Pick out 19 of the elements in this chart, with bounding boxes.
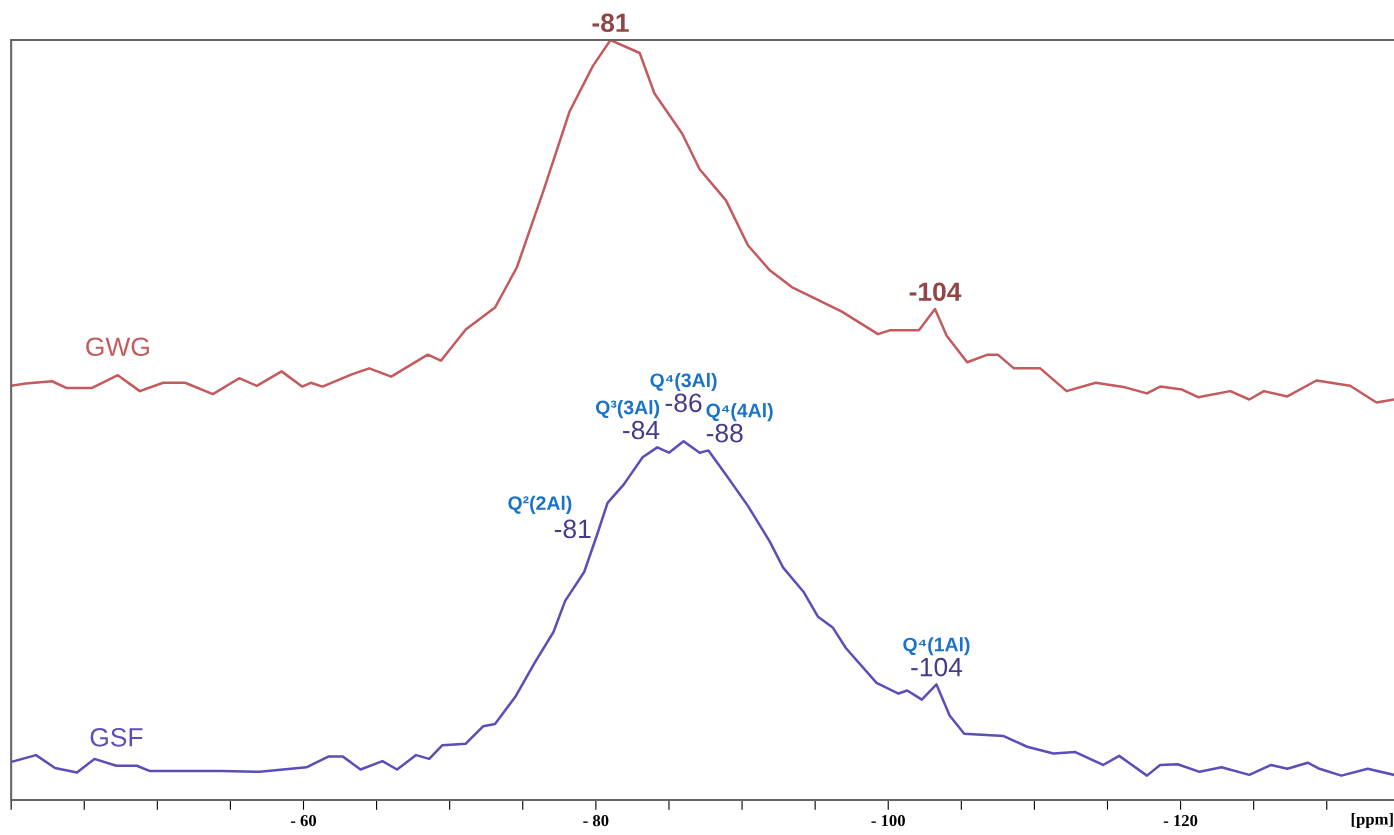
x-tick-label: - 60 — [290, 815, 317, 827]
x-tick-label: - 120 — [1163, 815, 1198, 827]
annotation: -86 — [665, 393, 702, 413]
annotation: Q³(3Al) — [596, 400, 660, 419]
annotation: -104 — [911, 657, 963, 677]
series-label: GWG — [86, 337, 149, 357]
annotation: Q⁴(3Al) — [650, 372, 717, 391]
annotation: -81 — [554, 519, 591, 539]
x-tick-label: - 100 — [871, 815, 905, 827]
annotation: Q⁴(1Al) — [903, 637, 970, 656]
annotation: Q²(2Al) — [508, 495, 572, 514]
series-label: GSF — [90, 727, 143, 747]
annotation: -84 — [623, 420, 660, 440]
x-tick-label: - 80 — [583, 815, 609, 827]
x-axis-title: [ppm] — [1351, 812, 1393, 829]
annotation: -88 — [706, 423, 743, 443]
annotation: -81 — [592, 13, 629, 33]
annotation: -104 — [909, 282, 962, 302]
annotation: Q⁴(4Al) — [706, 403, 773, 422]
